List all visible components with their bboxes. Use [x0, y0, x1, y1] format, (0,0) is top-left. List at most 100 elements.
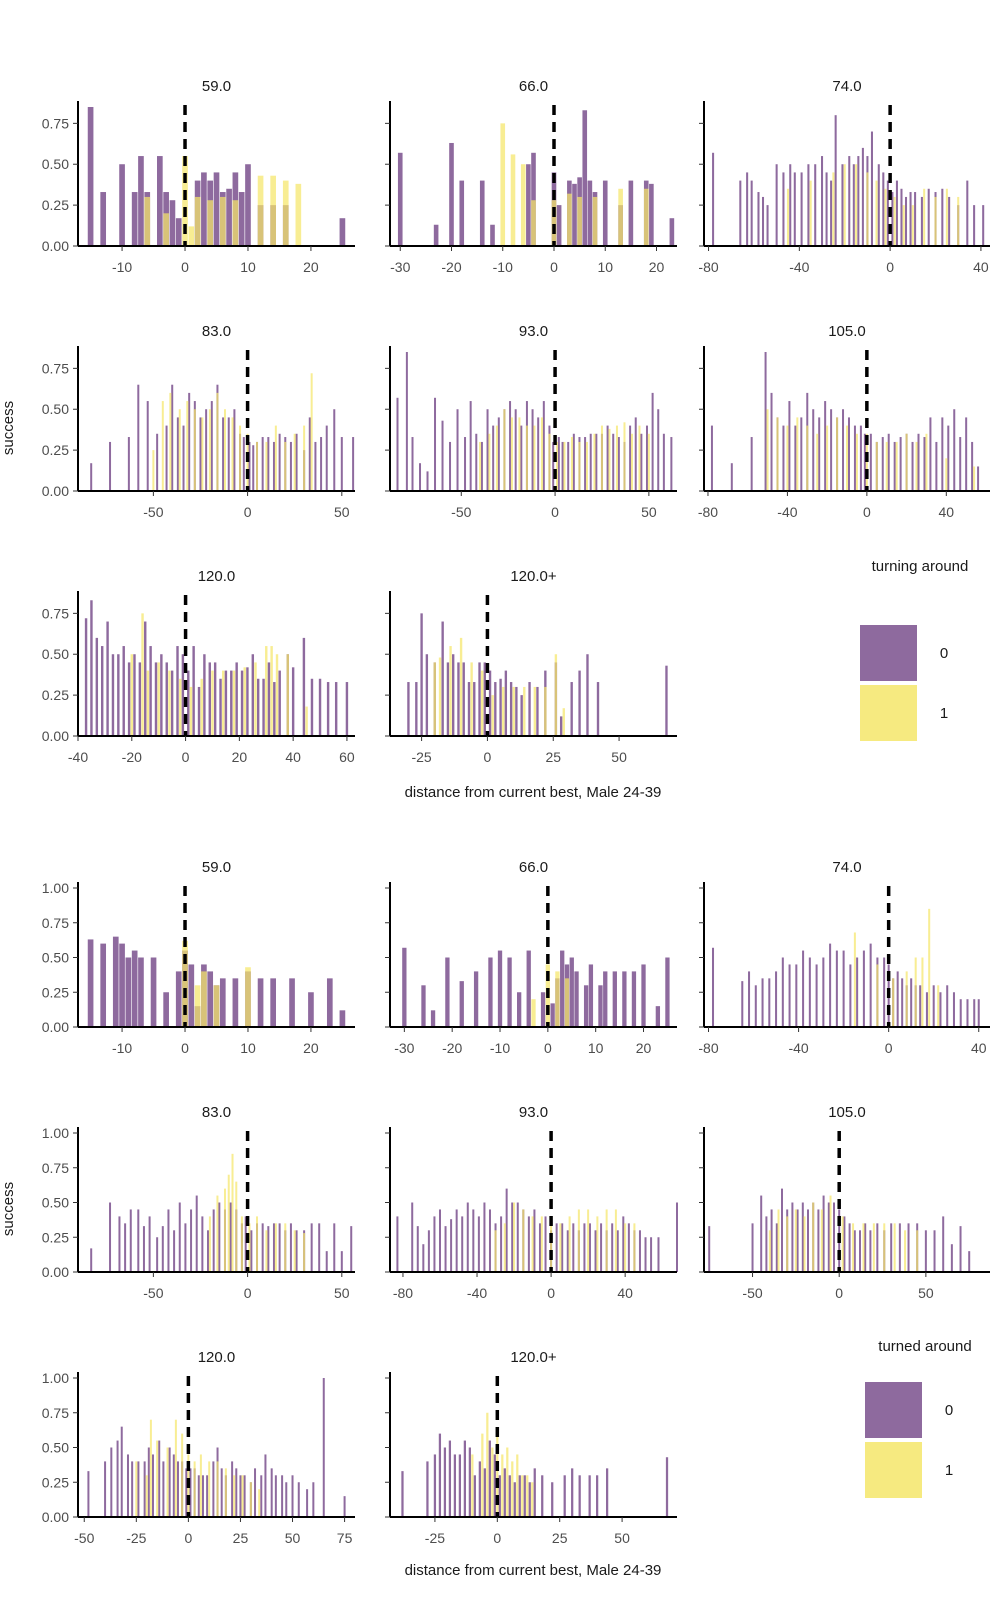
bar-turning-0 — [901, 978, 904, 1027]
bar-turning-1 — [577, 1209, 580, 1272]
bar-turning-1 — [521, 1475, 524, 1517]
x-tick-label: 0 — [835, 1285, 843, 1301]
x-tick-label: 10 — [588, 1040, 604, 1056]
bar-turning-0 — [109, 441, 112, 491]
panel-2-6: 105.0 -50 0 50 — [699, 1104, 990, 1301]
bar-turning-1 — [843, 164, 846, 246]
legend-entry-1: 1 — [940, 705, 948, 722]
bar-turning-0 — [235, 662, 238, 736]
bar-turning-0 — [326, 978, 333, 1027]
bar-turning-0 — [151, 1454, 154, 1517]
bar-turning-0 — [229, 1202, 232, 1272]
y-tick-label: 0.75 — [42, 1405, 69, 1421]
bar-turning-0 — [847, 417, 850, 491]
bar-turning-0 — [339, 1010, 346, 1027]
bar-turning-0 — [924, 1230, 927, 1272]
bar-turning-0 — [426, 1461, 429, 1517]
x-tick-label: -40 — [777, 504, 797, 520]
bar-turning-0 — [138, 662, 142, 736]
bar-turning-0 — [600, 1223, 603, 1272]
bar-turning-0 — [612, 971, 617, 1027]
bar-turning-0 — [782, 425, 785, 491]
bar-turning-0 — [788, 964, 791, 1027]
bar-turning-1 — [471, 1454, 474, 1517]
bar-turning-0 — [167, 1209, 170, 1272]
bar-turning-0 — [538, 1223, 541, 1272]
bar-turning-0 — [708, 1226, 711, 1272]
x-tick-label: -10 — [490, 1040, 510, 1056]
x-tick-label: -80 — [698, 1040, 718, 1056]
bar-turning-0 — [213, 172, 220, 246]
bar-turning-0 — [807, 1209, 809, 1272]
bar-turning-0 — [333, 1223, 336, 1272]
bar-turning-0 — [458, 1454, 462, 1517]
bar-turning-0 — [184, 1223, 187, 1272]
bar-turning-0 — [350, 1226, 353, 1272]
legend-title: turning around — [872, 558, 969, 575]
bar-turning-0 — [232, 978, 239, 1027]
bar-turning-0 — [483, 662, 486, 736]
bar-turning-0 — [189, 1468, 192, 1517]
bar-turning-0 — [629, 425, 632, 491]
bar-turning-0 — [262, 678, 265, 736]
bar-turning-0 — [853, 1230, 856, 1272]
bar-turning-0 — [665, 665, 668, 736]
bar-turning-1 — [516, 1454, 519, 1517]
bar-turning-1 — [633, 1223, 636, 1272]
bar-turning-0 — [982, 205, 985, 246]
x-tick-label: -10 — [493, 259, 513, 275]
bar-turning-0 — [171, 384, 174, 491]
bar-turning-1 — [481, 1433, 484, 1517]
bar-turning-0 — [201, 1475, 204, 1517]
bar-turning-0 — [640, 433, 643, 491]
bar-turning-0 — [589, 433, 592, 491]
bar-turning-0 — [256, 678, 260, 736]
bar-turning-0 — [187, 670, 190, 736]
bar-turning-0 — [270, 978, 276, 1027]
bar-turning-0 — [511, 1202, 514, 1272]
panel-1-3: 74.0 -80 -40 0 40 — [698, 78, 990, 275]
bar-turning-1 — [239, 425, 242, 491]
bar-turning-1 — [786, 425, 789, 491]
y-tick-label: 0.25 — [42, 1474, 69, 1490]
y-tick-label: 0.25 — [42, 197, 69, 213]
y-tick-label: 0.00 — [42, 728, 69, 744]
bar-turning-0 — [830, 180, 833, 246]
bar-turning-1 — [577, 196, 582, 246]
bar-turning-1 — [533, 686, 537, 736]
bar-turning-0 — [422, 1244, 425, 1272]
x-tick-label: -30 — [394, 1040, 414, 1056]
bar-turning-0 — [899, 437, 902, 491]
bar-turning-0 — [649, 183, 654, 246]
bar-turning-0 — [849, 964, 852, 1027]
bar-turning-1 — [241, 1475, 244, 1517]
bar-turning-0 — [334, 682, 338, 736]
x-tick-label: 0 — [484, 749, 492, 765]
bar-turning-0 — [566, 1230, 569, 1272]
panel-title: 74.0 — [832, 859, 861, 876]
bar-turning-0 — [185, 1468, 188, 1517]
bar-turning-0 — [520, 425, 523, 491]
bar-turning-1 — [925, 433, 928, 491]
bar-turning-0 — [475, 433, 478, 491]
bar-turning-0 — [853, 425, 856, 491]
bar-turning-1 — [233, 1475, 236, 1517]
bar-turning-0 — [415, 682, 418, 736]
bar-turning-0 — [242, 437, 245, 491]
bar-turning-0 — [158, 1440, 161, 1517]
x-tick-label: 20 — [232, 749, 248, 765]
bar-turning-0 — [563, 1475, 566, 1517]
bar-turning-0 — [457, 662, 460, 736]
bar-turning-0 — [131, 950, 138, 1027]
bar-turning-0 — [959, 999, 962, 1027]
bar-turning-0 — [345, 682, 349, 736]
bar-turning-1 — [905, 433, 908, 491]
bar-turning-0 — [750, 437, 753, 491]
bar-turning-0 — [494, 682, 497, 736]
x-tick-label: 40 — [971, 1040, 987, 1056]
x-tick-label: -10 — [112, 259, 132, 275]
legend-entry-1: 1 — [945, 1462, 953, 1479]
bar-turning-0 — [87, 107, 94, 246]
bar-turning-0 — [472, 1209, 475, 1272]
bar-turning-0 — [443, 1447, 447, 1517]
